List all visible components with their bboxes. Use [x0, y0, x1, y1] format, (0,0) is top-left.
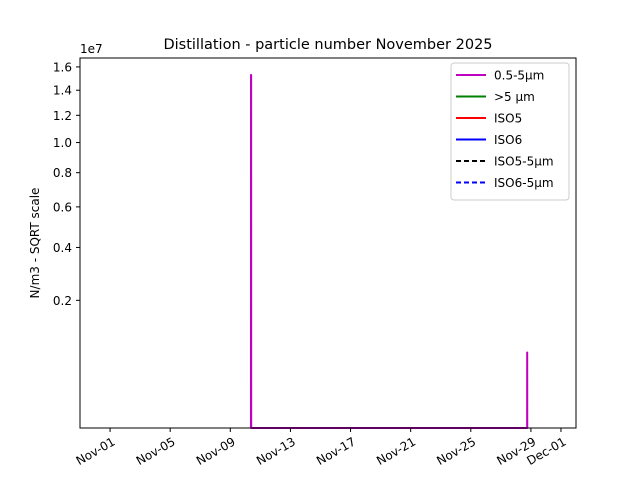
y-tick-label: 0.8 — [53, 166, 72, 180]
legend-label: ISO6 — [494, 133, 522, 147]
y-tick-label: 0.6 — [53, 200, 72, 214]
y-tick-label: 0.2 — [53, 294, 72, 308]
x-axis-ticks: Nov-01 Nov-05 Nov-09 Nov-13 Nov-17 Nov-21 Nov-… — [74, 428, 568, 468]
chart-title: Distillation - particle number November … — [163, 37, 492, 53]
legend-label: 0.5-5µm — [494, 69, 544, 83]
legend: 0.5-5µm >5 µm ISO5 ISO6 ISO5-5µm ISO6-5µm — [450, 62, 570, 201]
y-tick-label: 1.0 — [53, 136, 72, 150]
y-tick-label: 1.2 — [53, 109, 72, 123]
y-offset-label: 1e7 — [80, 42, 103, 56]
x-tick-label: Nov-25 — [434, 434, 478, 467]
y-tick-label: 1.6 — [53, 60, 72, 74]
x-tick-label: Nov-17 — [314, 434, 358, 467]
x-tick-label: Nov-13 — [254, 434, 298, 467]
plot-frame — [79, 57, 577, 429]
x-tick-label: Nov-21 — [374, 434, 418, 467]
x-tick-label: Nov-05 — [134, 434, 178, 467]
y-tick-label: 1.4 — [53, 84, 72, 98]
legend-label: >5 µm — [494, 90, 535, 104]
y-tick-label: 0.4 — [53, 241, 72, 255]
legend-label: ISO5 — [494, 112, 522, 126]
legend-label: ISO5-5µm — [494, 155, 554, 169]
x-tick-label: Nov-01 — [74, 434, 118, 467]
x-tick-label: Nov-09 — [194, 434, 238, 467]
y-axis-ticks: 0.2 0.4 0.6 0.8 1.0 1.2 1.4 1.6 — [53, 60, 80, 308]
y-axis-label: N/m3 - SQRT scale — [28, 188, 42, 299]
legend-label: ISO6-5µm — [494, 176, 554, 190]
